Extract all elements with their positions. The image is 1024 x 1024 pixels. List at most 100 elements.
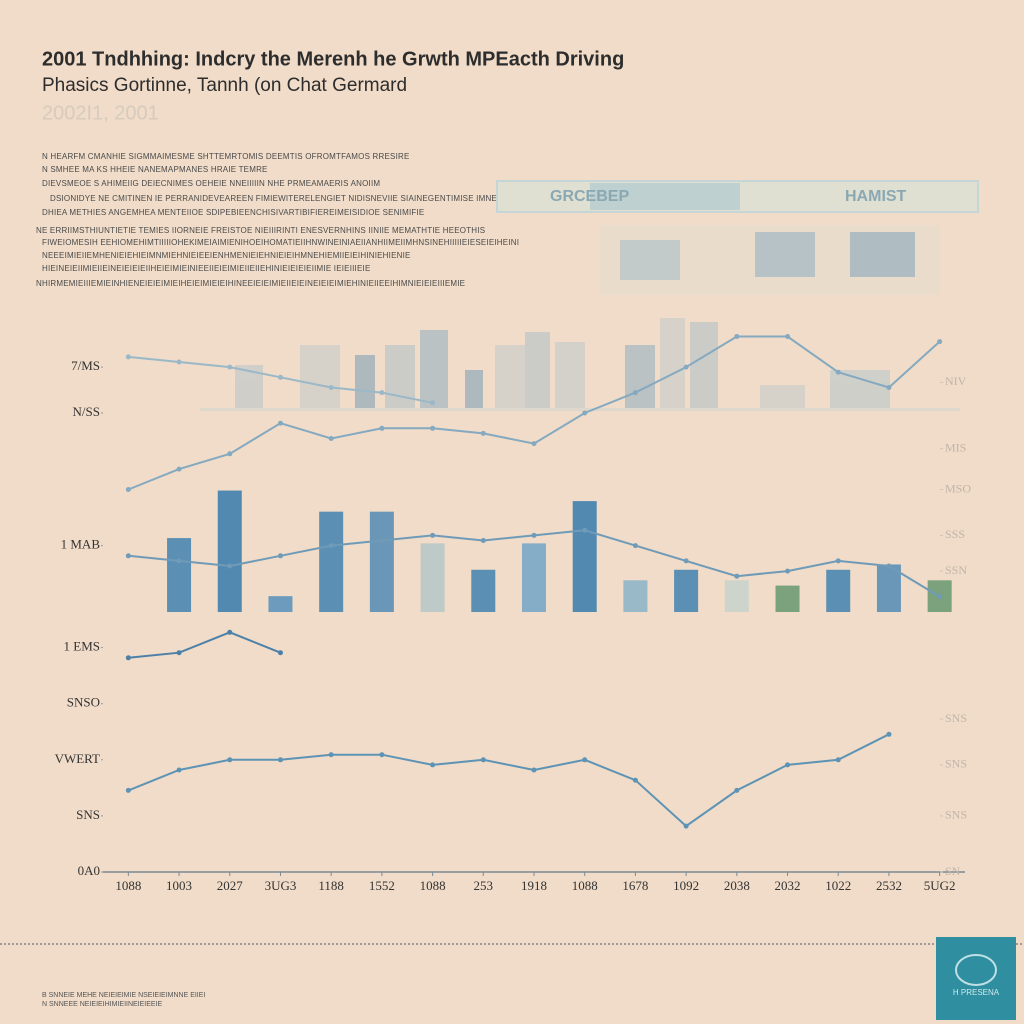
line-point — [227, 563, 233, 569]
y2-tick-label: MSO — [945, 481, 971, 495]
line-point — [125, 553, 131, 559]
line-point — [683, 364, 689, 370]
line-point — [277, 420, 283, 426]
note-line: N HEARFM CMANHIE SIGMMAIMESME SHTTEMRTOM… — [42, 152, 410, 161]
bar — [522, 543, 546, 612]
x-tick-label: 1678 — [622, 878, 648, 893]
y-tick-label: SNS — [76, 807, 100, 822]
line-point — [379, 390, 385, 396]
bar — [876, 564, 901, 612]
y2-tick-label: SNS — [945, 808, 967, 822]
x-tick-label: 5UG2 — [924, 878, 956, 893]
footer-line: N SNNEEE NEIEIEIHIMIEIINEIEIEEIE — [42, 1001, 163, 1008]
building — [625, 345, 655, 410]
line-point — [480, 757, 486, 763]
bar — [471, 569, 496, 612]
line-point — [937, 339, 943, 345]
x-tick-label: 2038 — [724, 878, 750, 893]
line-point — [632, 390, 638, 396]
note-line: DSIONIDYE NE CMITINEN IE PERRANIDEVEAREE… — [50, 194, 539, 203]
building — [465, 370, 483, 410]
line-point — [734, 573, 740, 579]
line-point — [379, 538, 385, 543]
line-point — [176, 466, 182, 472]
building — [760, 385, 805, 410]
y2-tick-label: MIS — [945, 440, 966, 454]
line-point — [632, 777, 638, 783]
line-point — [480, 538, 486, 543]
line-point — [683, 558, 689, 564]
y2-tick-label: SN — [945, 864, 961, 878]
bar — [775, 585, 800, 612]
y2-tick-label: SSN — [945, 563, 967, 577]
x-tick-label: 1088 — [572, 878, 598, 893]
x-tick-label: 2532 — [876, 878, 902, 893]
line-point — [125, 487, 131, 492]
line-point — [430, 532, 436, 538]
building — [355, 355, 375, 410]
line-point — [277, 374, 283, 380]
note-line: DHIEA METHIES ANGEMHEA MENTEIIOE SDIPEBI… — [42, 208, 424, 217]
line-point — [328, 385, 334, 390]
building — [495, 345, 525, 410]
bar — [674, 569, 699, 612]
line-point — [125, 354, 131, 360]
x-tick-label: 2032 — [775, 878, 801, 893]
years: 2002I1, 2001 — [42, 102, 159, 124]
line-point — [582, 757, 588, 763]
line-point — [785, 334, 791, 339]
note-line: NEEEIMIEIIEMHENIEIEHIEIMNMIEHNIEIEEIENHM… — [42, 251, 411, 260]
building — [420, 330, 448, 410]
line-point — [379, 425, 385, 431]
line-point — [835, 369, 841, 375]
line-point — [227, 757, 233, 763]
line-series — [128, 733, 890, 828]
bar — [217, 490, 242, 612]
line-point — [683, 823, 689, 829]
bar — [167, 538, 192, 612]
building — [830, 370, 890, 410]
note-line: NE ERRIIMSTHIUNTIETIE TEMIES IIORNEIE FR… — [36, 226, 485, 235]
y-tick-label: 0A0 — [78, 863, 100, 878]
line-point — [886, 731, 892, 737]
subtitle: Phasics Gortinne, Tannh (on Chat Germard — [42, 75, 407, 96]
haze-block — [620, 240, 680, 280]
building — [660, 318, 685, 410]
y2-tick-label: SNS — [945, 711, 967, 725]
line-point — [582, 527, 588, 533]
line-point — [176, 558, 182, 564]
x-tick-label: 253 — [474, 878, 494, 893]
line-point — [835, 558, 841, 564]
bar — [572, 501, 597, 612]
note-line: NHIRMEMIEIIIEMIEINHIENEIEIEIMIEIHEIEIMIE… — [36, 279, 465, 288]
x-tick-label: 1022 — [825, 878, 851, 893]
line-point — [734, 334, 740, 339]
bar — [623, 580, 648, 612]
bar — [268, 596, 293, 612]
line-point — [379, 752, 385, 758]
y-tick-label: N/SS — [73, 404, 100, 419]
line-point — [227, 364, 233, 370]
x-tick-label: 1092 — [673, 878, 699, 893]
line-point — [886, 563, 892, 569]
line-point — [531, 532, 537, 538]
line-point — [430, 762, 436, 768]
x-tick-label: 1552 — [369, 878, 395, 893]
skyline — [200, 318, 960, 411]
line-point — [480, 430, 486, 436]
bar — [369, 511, 394, 612]
line-point — [632, 543, 638, 549]
x-tick-label: 3UG3 — [265, 878, 297, 893]
title: 2001 Tndhhing: Indcry the Merenh he Grwt… — [42, 48, 624, 70]
line-point — [886, 385, 892, 390]
y2-tick-label: SNS — [945, 757, 967, 771]
line-point — [176, 650, 182, 656]
bar — [319, 511, 344, 612]
skyline-base — [200, 408, 960, 411]
x-tick-label: 2027 — [217, 878, 244, 893]
notes: N HEARFM CMANHIE SIGMMAIMESME SHTTEMRTOM… — [36, 152, 539, 288]
panel-left: GRCEBEP — [550, 188, 629, 205]
line-point — [734, 787, 740, 793]
line-point — [277, 757, 283, 763]
